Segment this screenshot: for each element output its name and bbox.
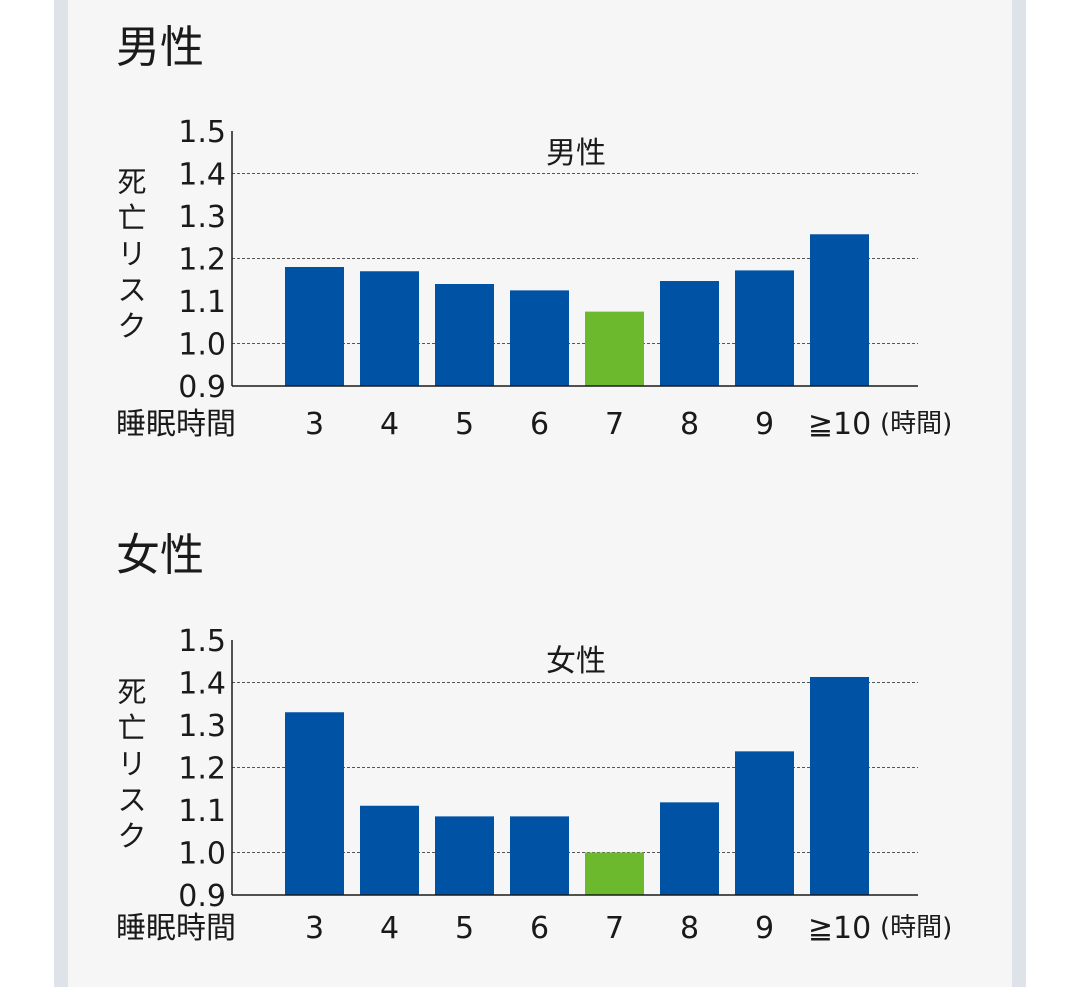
bar bbox=[660, 281, 719, 386]
bar-chart-male: 0.9 1.0 1.1 1.2 1.3 1.4 1.5 3 4 5 6 7 8 9 ≧10 睡眠時間 (時間) 男… bbox=[0, 0, 1080, 460]
bar bbox=[360, 805, 419, 895]
y-axis-label-char: 亡 bbox=[117, 711, 147, 745]
y-tick-label: 1.3 bbox=[178, 709, 226, 744]
y-tick-label: 0.9 bbox=[178, 879, 226, 914]
bar bbox=[735, 751, 794, 895]
bar bbox=[360, 271, 419, 386]
x-category-label: 4 bbox=[380, 407, 399, 442]
y-axis-label-char: ク bbox=[117, 309, 147, 343]
y-axis-label-char: 死 bbox=[117, 165, 147, 199]
x-category-label: 4 bbox=[380, 911, 399, 946]
chart-inner-title: 男性 bbox=[546, 136, 606, 171]
left-border bbox=[54, 0, 68, 987]
x-category-label: 9 bbox=[755, 911, 774, 946]
y-axis-label-male: 死亡リスク bbox=[114, 164, 150, 344]
bar bbox=[810, 676, 869, 895]
y-tick-label: 1.5 bbox=[178, 624, 226, 659]
y-tick-label: 1.0 bbox=[178, 837, 226, 872]
bar bbox=[435, 284, 494, 386]
bar bbox=[735, 270, 794, 386]
bar bbox=[435, 816, 494, 895]
bar bbox=[510, 816, 569, 895]
x-category-label: 5 bbox=[455, 407, 474, 442]
bar bbox=[585, 852, 644, 895]
chart-inner-title: 女性 bbox=[546, 644, 606, 679]
y-axis-label-char: リ bbox=[117, 237, 147, 271]
x-category-label: ≧10 bbox=[808, 911, 871, 946]
x-axis-unit: (時間) bbox=[880, 409, 952, 439]
section-title-male: 男性 bbox=[116, 22, 204, 73]
x-category-label: 6 bbox=[530, 407, 549, 442]
y-tick-label: 1.5 bbox=[178, 115, 226, 150]
y-tick-label: 1.1 bbox=[178, 285, 226, 320]
bar bbox=[285, 712, 344, 895]
y-tick-label: 1.4 bbox=[178, 158, 226, 193]
x-category-label: 9 bbox=[755, 407, 774, 442]
bar bbox=[285, 267, 344, 386]
x-category-label: 6 bbox=[530, 911, 549, 946]
x-category-label: 3 bbox=[305, 911, 324, 946]
x-axis-label: 睡眠時間 bbox=[116, 911, 236, 946]
y-tick-label: 1.2 bbox=[178, 752, 226, 787]
y-tick-label: 1.4 bbox=[178, 667, 226, 702]
y-axis-label-char: ス bbox=[117, 273, 147, 307]
x-category-label: 5 bbox=[455, 911, 474, 946]
bar bbox=[810, 234, 869, 386]
y-tick-label: 0.9 bbox=[178, 370, 226, 405]
x-category-label: 7 bbox=[605, 407, 624, 442]
y-axis-label-char: 死 bbox=[117, 675, 147, 709]
y-tick-label: 1.1 bbox=[178, 794, 226, 829]
x-category-label: 8 bbox=[680, 407, 699, 442]
x-category-label: ≧10 bbox=[808, 407, 871, 442]
bar bbox=[660, 802, 719, 895]
y-tick-label: 1.2 bbox=[178, 243, 226, 278]
x-category-label: 7 bbox=[605, 911, 624, 946]
y-axis-label-female: 死亡リスク bbox=[114, 674, 150, 854]
y-axis-label-char: 亡 bbox=[117, 201, 147, 235]
bar-chart-svg-male: 0.9 1.0 1.1 1.2 1.3 1.4 1.5 3 4 5 6 7 8 9 ≧10 睡眠時間 (時間) 男… bbox=[116, 115, 952, 442]
x-axis-label: 睡眠時間 bbox=[116, 407, 236, 442]
y-axis-label-char: リ bbox=[117, 747, 147, 781]
x-category-label: 3 bbox=[305, 407, 324, 442]
y-tick-label: 1.3 bbox=[178, 200, 226, 235]
section-title-female: 女性 bbox=[116, 530, 204, 581]
y-axis-label-char: ク bbox=[117, 819, 147, 853]
bar bbox=[585, 311, 644, 386]
y-tick-label: 1.0 bbox=[178, 328, 226, 363]
x-category-label: 8 bbox=[680, 911, 699, 946]
x-axis-unit: (時間) bbox=[880, 913, 952, 943]
y-axis-label-char: ス bbox=[117, 783, 147, 817]
right-border bbox=[1012, 0, 1026, 987]
bar bbox=[510, 290, 569, 386]
